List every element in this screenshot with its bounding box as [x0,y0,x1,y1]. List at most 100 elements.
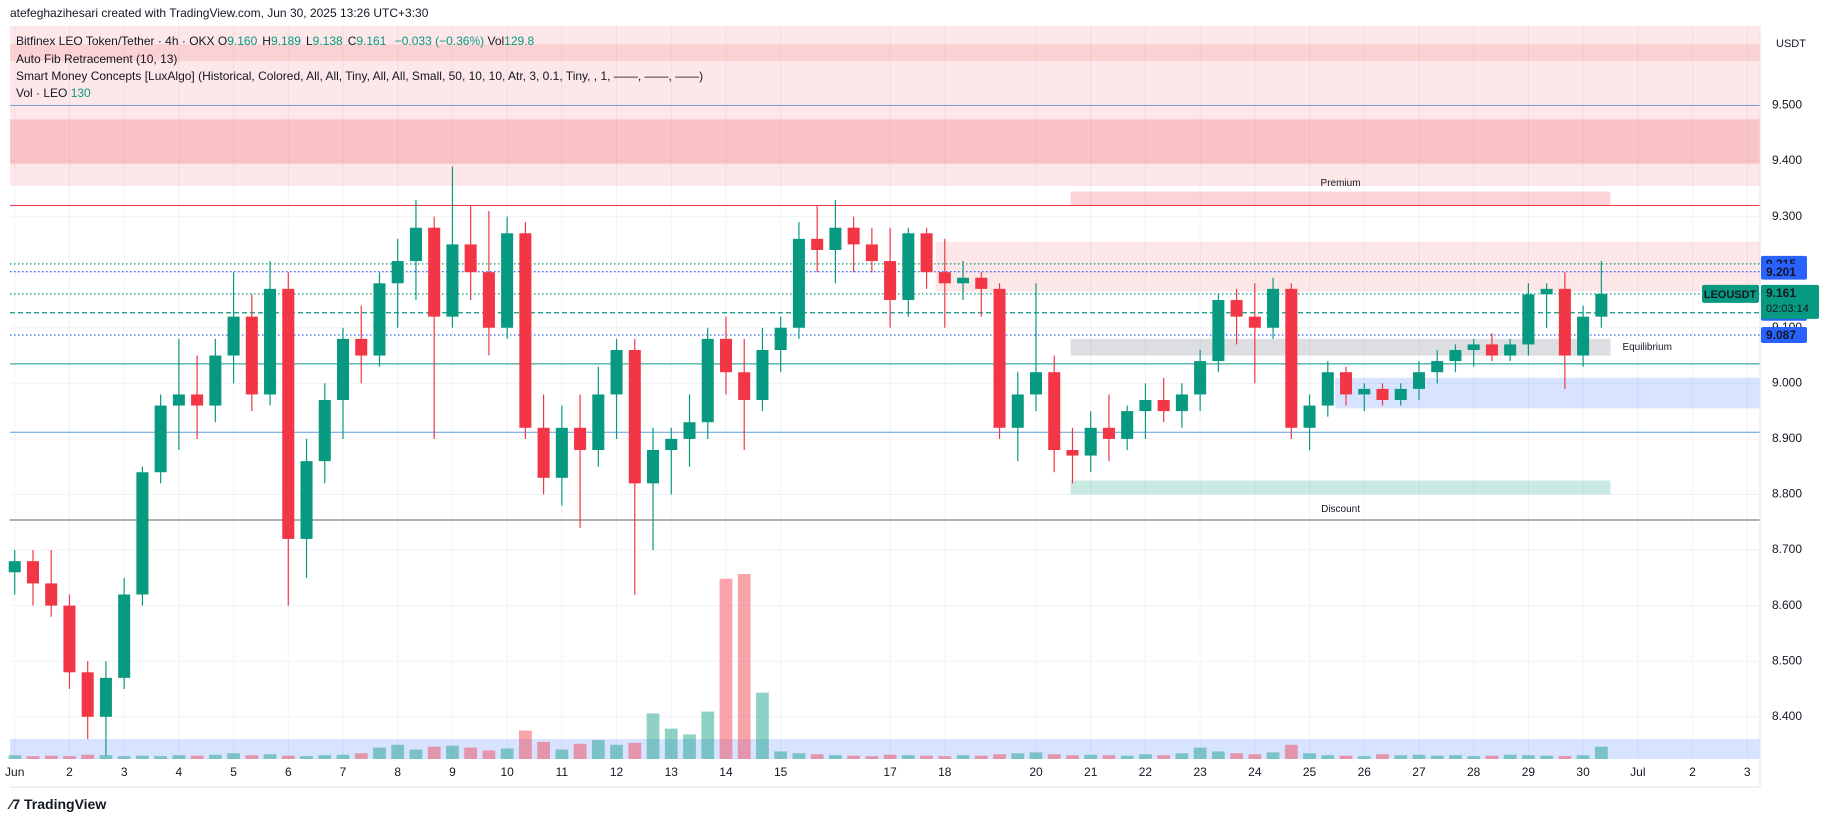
candle-body [975,277,988,289]
candle-body [373,283,386,356]
x-tick-label: 28 [1467,765,1481,779]
x-tick-label: 30 [1576,765,1590,779]
candle-body [118,594,131,678]
x-tick-label: 11 [556,765,569,779]
ohlc-key: L [305,34,313,48]
x-tick-label: 15 [774,765,788,779]
candle-body [1485,344,1498,356]
price-axis-bg [1760,0,1835,790]
volume-bar [409,749,423,759]
candle-body [45,583,58,606]
candle-body [409,227,422,262]
candle-body [1303,405,1316,428]
ohlc-value: 9.189 [270,34,301,48]
volume-label: Vol · LEO [16,86,68,100]
volume-bar [1193,747,1207,759]
volume-bar [956,755,970,759]
candle-body [574,427,587,451]
candle-body [191,394,204,406]
price-tag-label: 9.201 [1766,265,1796,279]
candle-body [1449,349,1462,362]
x-tick-label: 23 [1193,765,1207,779]
candle-body [884,261,897,300]
volume-bar [373,747,386,759]
symbol: Bitfinex LEO Token/Tether · 4h · OKX [16,34,215,48]
candle-body [1431,361,1444,373]
candle-body [665,438,678,451]
candle-body [355,338,368,356]
last-price-tag [1761,284,1819,319]
candle-body [1504,344,1517,356]
volume-bar [1321,755,1335,759]
y-tick-label: 8.900 [1772,431,1802,445]
volume-bar [26,756,40,759]
candle-body [1139,400,1152,412]
x-tick-label: 6 [285,765,292,779]
volume-bar [1175,753,1189,759]
candle-body [1230,299,1243,317]
volume-bar [518,730,532,759]
x-tick-label: 2 [1689,765,1696,779]
volume-bar [354,753,368,759]
volume-bar [482,750,496,759]
candle-body [1102,427,1115,439]
volume-bar [920,755,933,759]
volume-bar [281,755,295,759]
candle-body [1157,400,1170,412]
vol: 129.8 [504,34,535,48]
change: −0.033 (−0.36%) [394,34,485,48]
volume-bar [1047,754,1061,759]
volume-bar [336,754,350,759]
zone [10,119,1760,164]
candle-body [865,244,878,262]
ohlc-value: 9.161 [356,34,387,48]
volume-bar [1339,755,1353,759]
volume-bar [1412,754,1426,759]
candle-body [555,427,568,478]
x-tick-label: Jul [1630,765,1645,779]
symbol-tag [1702,284,1759,303]
volume-bar [1430,755,1444,759]
volume-bar [44,755,58,759]
y-tick-label: 8.500 [1772,653,1802,667]
candle-body [1121,411,1134,439]
candle-body [1595,293,1608,317]
volume-bar [318,755,332,759]
volume-bar [774,751,788,759]
indicator[interactable]: Auto Fib Retracement (10, 13) [16,52,178,66]
zone-label: Equilibrium [1622,342,1671,353]
indicator[interactable]: Smart Money Concepts [LuxAlgo] (Historic… [16,69,704,83]
candle-body [1340,372,1353,395]
price-tag [1761,326,1807,343]
candle-body [264,288,277,395]
volume-bar [172,755,186,759]
volume-bar [1376,754,1389,759]
volume-bar [446,745,459,759]
candle-body [628,349,641,484]
x-tick-label: 13 [665,765,679,779]
x-tick-label: 3 [121,765,128,779]
volume-bar [227,753,240,759]
candle-body [792,238,805,328]
candle-body [537,427,550,478]
volume-bar [99,755,113,759]
volume-bar [1284,744,1298,759]
zone [10,26,1760,187]
volume-bar [1211,751,1225,759]
x-tick-label: 3 [1744,765,1751,779]
price-tag [1761,263,1807,280]
candle-body [774,327,787,350]
candle-body [81,672,94,717]
vol-key: Vol [487,34,505,48]
volume-bar [1303,753,1316,759]
volume-bar [938,756,952,759]
volume-bar [1394,755,1408,759]
volume-bar [537,741,550,759]
candle-body [1522,294,1535,345]
volume-bar [573,743,587,759]
candle-body [501,233,514,328]
ohlc-key: H [262,34,271,48]
candle-body [428,227,441,317]
x-tick-label: 24 [1248,765,1262,779]
caption: atefeghazihesari created with TradingVie… [10,6,429,20]
